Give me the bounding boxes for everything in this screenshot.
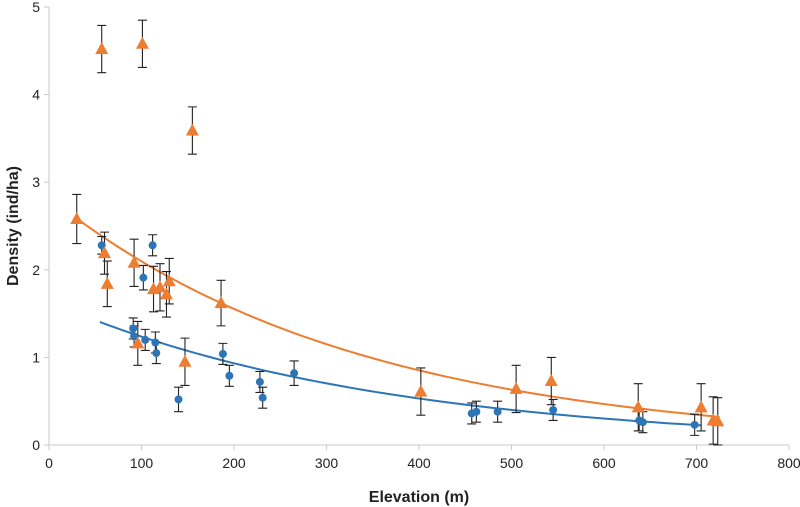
data-point-series-2 (544, 374, 558, 387)
data-point-series-1 (139, 273, 148, 282)
x-tick-label: 100 (130, 455, 154, 471)
data-point-series-1 (151, 338, 160, 347)
x-tick-label: 300 (315, 455, 339, 471)
data-point-series-1 (493, 407, 502, 416)
data-point-series-1 (148, 241, 157, 250)
x-tick-label: 800 (777, 455, 800, 471)
x-tick-label: 700 (685, 455, 709, 471)
data-point-series-2 (100, 276, 114, 289)
data-point-series-2 (131, 336, 145, 349)
data-point-series-1 (218, 349, 227, 358)
data-point-series-1 (174, 395, 183, 404)
data-point-series-1 (472, 407, 481, 416)
data-point-series-1 (290, 369, 299, 378)
data-point-series-2 (127, 255, 141, 268)
y-tick-label: 5 (32, 0, 40, 15)
error-bars (72, 19, 723, 446)
y-tick-label: 2 (32, 262, 40, 278)
data-point-series-2 (214, 296, 228, 309)
data-point-series-1 (225, 371, 234, 380)
trend-lines (76, 217, 720, 427)
y-tick-label: 3 (32, 174, 40, 190)
data-point-series-1 (130, 332, 139, 341)
data-point-series-2 (159, 287, 173, 300)
data-point-series-1 (129, 324, 138, 333)
x-tick-label: 600 (592, 455, 616, 471)
data-markers (70, 36, 725, 429)
y-tick-label: 1 (32, 349, 40, 365)
x-tick-label: 500 (500, 455, 524, 471)
data-point-series-2 (631, 400, 645, 413)
data-point-series-1 (258, 393, 267, 402)
data-point-series-2 (711, 414, 725, 427)
data-point-series-2 (162, 274, 176, 287)
data-point-series-2 (414, 384, 428, 397)
data-point-series-1 (549, 405, 558, 414)
trend-line-series-2 (76, 217, 720, 418)
tick-labels: 0 100 200 300 400 500 600 700 800 0 1 2 3 4 5 (32, 0, 800, 471)
data-point-series-2 (70, 211, 84, 224)
data-point-series-2 (509, 381, 523, 394)
y-tick-label: 0 (32, 437, 40, 453)
x-tick-label: 0 (45, 455, 53, 471)
data-point-series-2 (98, 246, 111, 259)
data-point-series-2 (694, 400, 708, 413)
data-point-series-2 (135, 36, 149, 49)
trend-line-series-1 (99, 321, 702, 427)
data-point-series-2 (95, 42, 109, 55)
data-point-series-1 (255, 377, 264, 386)
y-axis-title: Density (ind/ha) (5, 166, 22, 286)
x-axis-title: Elevation (m) (369, 489, 469, 506)
data-point-series-1 (141, 335, 150, 344)
x-tick-label: 200 (222, 455, 246, 471)
data-point-series-1 (152, 349, 161, 358)
data-point-series-2 (185, 123, 199, 136)
x-tick-label: 400 (407, 455, 431, 471)
data-point-series-1 (690, 420, 699, 429)
data-point-series-2 (153, 280, 167, 293)
y-tick-label: 4 (32, 87, 40, 103)
axes (44, 6, 790, 450)
data-point-series-2 (178, 354, 192, 367)
data-point-series-1 (638, 418, 647, 427)
data-point-series-1 (97, 241, 106, 250)
